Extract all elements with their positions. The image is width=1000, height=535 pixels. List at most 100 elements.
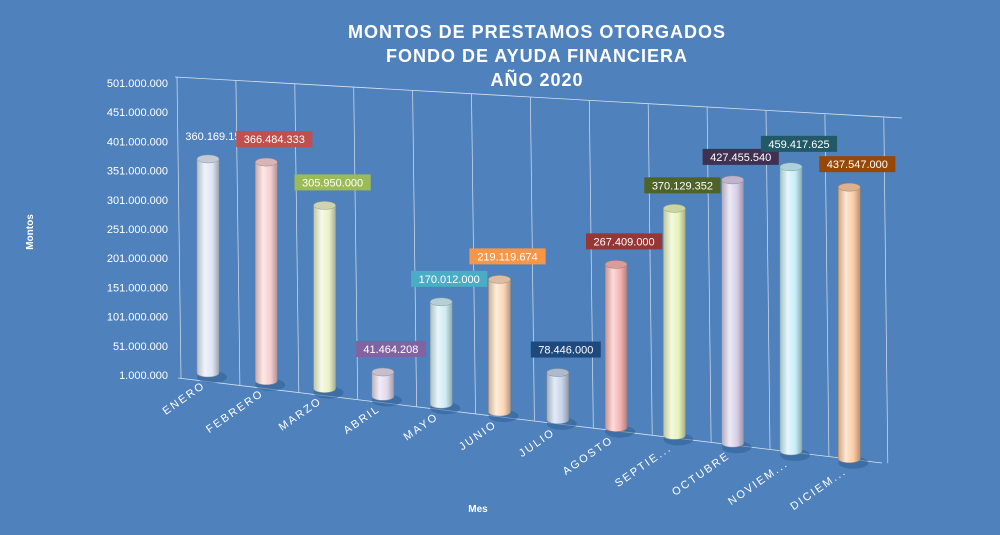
bar-top (313, 201, 336, 210)
data-label: 267.409.000 (586, 233, 663, 250)
bar-top (779, 162, 803, 172)
x-tick-label: AGOSTO (561, 434, 616, 478)
floor-edge-line (177, 377, 883, 464)
data-label: 170.012.000 (411, 270, 488, 287)
x-tick-label: SEPTIE... (613, 442, 674, 490)
data-label: 370.129.352 (644, 177, 721, 194)
data-label: 41.464.208 (355, 340, 426, 357)
data-label: 437.547.000 (819, 156, 896, 173)
y-tick-label: 1.000.000 (119, 370, 168, 382)
bar (838, 182, 869, 469)
data-label-text: 219.119.674 (477, 251, 537, 263)
guide-line (647, 104, 653, 435)
chart-title-line-1: MONTOS DE PRESTAMOS OTORGADOS (348, 22, 726, 42)
x-tick-label: DICIEM... (788, 465, 849, 512)
bar-body (604, 264, 628, 432)
y-tick-label: 351.000.000 (107, 166, 168, 178)
bar-top (196, 154, 220, 164)
x-tick-label: OCTUBRE (670, 450, 732, 499)
x-tick-label: JULIO (517, 426, 558, 459)
guide-line (883, 117, 889, 464)
data-label-text: 78.446.000 (538, 345, 593, 357)
bar-top (721, 175, 744, 185)
guide-line (294, 83, 300, 393)
bar (196, 154, 227, 383)
data-label-box (819, 156, 896, 173)
y-axis-ticks: 501.000.000 451.000.000 401.000.000 351.000… (107, 78, 168, 382)
bar-body (196, 158, 220, 378)
chart-title: MONTOS DE PRESTAMOS OTORGADOS FONDO DE A… (348, 22, 726, 90)
x-tick-label: ENERO (161, 380, 208, 418)
data-label-box (469, 248, 546, 265)
y-axis-label: Montos (25, 214, 36, 250)
data-label-box (644, 177, 721, 194)
bar-top (255, 157, 278, 167)
x-tick-label: FEBRERO (204, 387, 266, 435)
bar (546, 368, 577, 430)
bar-top (429, 297, 453, 307)
y-tick-label: 251.000.000 (107, 224, 168, 236)
bar-body (255, 161, 278, 386)
bar-body (838, 186, 861, 464)
data-label: 219.119.674 (469, 248, 546, 265)
data-label-text: 305.950.000 (302, 177, 363, 189)
data-label-text: 459.417.625 (768, 139, 829, 151)
data-label: 459.417.625 (760, 135, 838, 152)
x-tick-label: MAYO (402, 411, 441, 444)
bar-body (488, 279, 511, 417)
bar-top (604, 260, 628, 269)
y-tick-label: 451.000.000 (107, 107, 168, 119)
bar (604, 260, 636, 438)
data-label-text: 170.012.000 (419, 274, 480, 286)
guide-line (235, 80, 241, 386)
bar (371, 367, 402, 407)
data-label-box (355, 340, 426, 357)
data-label-box (586, 233, 663, 250)
x-tick-label: MARZO (277, 395, 325, 433)
y-tick-label: 151.000.000 (107, 282, 168, 294)
guide-line (588, 100, 594, 428)
data-label: 366.484.333 (236, 131, 313, 148)
chart-title-line-3: AÑO 2020 (490, 69, 583, 90)
y-tick-label: 101.000.000 (107, 312, 168, 324)
data-label-box (702, 148, 779, 165)
bars (196, 154, 869, 469)
y-tick-label: 201.000.000 (107, 253, 168, 265)
data-label-box (236, 131, 313, 148)
guide-line (176, 76, 182, 379)
bar-top (488, 275, 511, 284)
bar-body (663, 208, 686, 440)
data-label-text: 366.484.333 (244, 134, 305, 146)
data-label-box (530, 341, 601, 358)
data-label-box (760, 135, 838, 152)
data-label-text: 41.464.208 (363, 344, 418, 356)
bar-body (721, 179, 744, 448)
x-axis-label: Mes (468, 504, 488, 515)
guide-line (765, 110, 771, 450)
back-edge-line (174, 76, 903, 119)
data-label: 305.950.000 (294, 174, 371, 191)
bar (429, 297, 461, 415)
data-label-text: 267.409.000 (594, 236, 655, 248)
bar (779, 162, 810, 461)
data-label-text: 370.129.352 (652, 180, 713, 192)
bar-top (546, 368, 570, 377)
bar-body (546, 372, 570, 425)
guide-line (412, 90, 417, 407)
data-label-box (294, 174, 371, 191)
x-tick-label: NOVIEM... (726, 458, 791, 508)
bar (721, 175, 752, 454)
data-label-text: 427.455.540 (710, 152, 771, 164)
bar-top (663, 204, 686, 213)
data-label-text: 437.547.000 (827, 159, 888, 171)
data-label-box (411, 270, 488, 287)
x-tick-label: JUNIO (457, 419, 499, 453)
y-tick-label: 501.000.000 (107, 78, 168, 90)
bar (488, 275, 519, 422)
bar-top (838, 182, 861, 192)
data-label: 360.169.159 (185, 131, 246, 143)
bar (255, 157, 286, 391)
data-label: 78.446.000 (530, 341, 601, 358)
